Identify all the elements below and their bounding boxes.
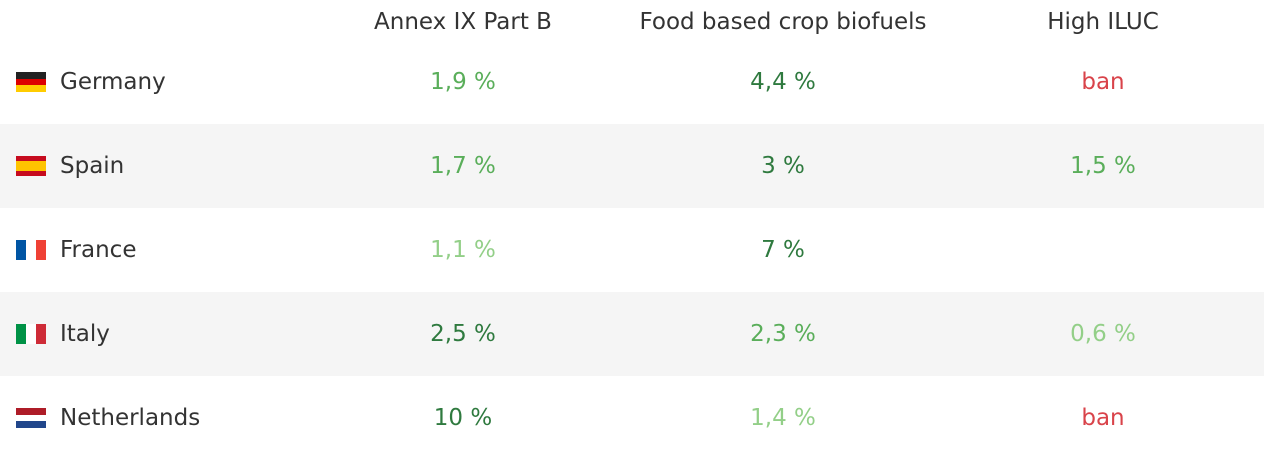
cell: 10 % (433, 405, 493, 431)
cell: 4,4 % (750, 69, 816, 95)
cell: 3 % (761, 153, 805, 179)
cell: 0,6 % (1070, 321, 1136, 347)
column-header: High ILUC (1047, 9, 1159, 35)
column-header: Food based crop biofuels (639, 9, 927, 35)
flag (16, 72, 46, 92)
table-row: France 1,1 % 7 % (0, 208, 1264, 292)
cell: 1,7 % (430, 153, 496, 179)
flag (16, 324, 46, 344)
flag (16, 408, 46, 428)
country: Germany (60, 69, 166, 95)
cell: ban (1081, 69, 1125, 95)
cell: 2,5 % (430, 321, 496, 347)
country: France (60, 237, 137, 263)
cell: 1,1 % (430, 237, 496, 263)
flag (16, 156, 46, 176)
cell: 1,4 % (750, 405, 816, 431)
cell: 1,9 % (430, 69, 496, 95)
flag (16, 240, 46, 260)
table-row: Spain 1,7 % 3 % 1,5 % (0, 124, 1264, 208)
table-row: Germany 1,9 % 4,4 % ban (0, 40, 1264, 124)
cell: ban (1081, 405, 1125, 431)
column-header: Annex IX Part B (374, 9, 552, 35)
table-row: Netherlands 10 % 1,4 % ban (0, 376, 1264, 460)
cell: 2,3 % (750, 321, 816, 347)
table-row: Italy 2,5 % 2,3 % 0,6 % (0, 292, 1264, 376)
country: Italy (60, 321, 110, 347)
cell: 7 % (761, 237, 805, 263)
country: Spain (60, 153, 125, 179)
cell: 1,5 % (1070, 153, 1136, 179)
country: Netherlands (60, 405, 201, 431)
